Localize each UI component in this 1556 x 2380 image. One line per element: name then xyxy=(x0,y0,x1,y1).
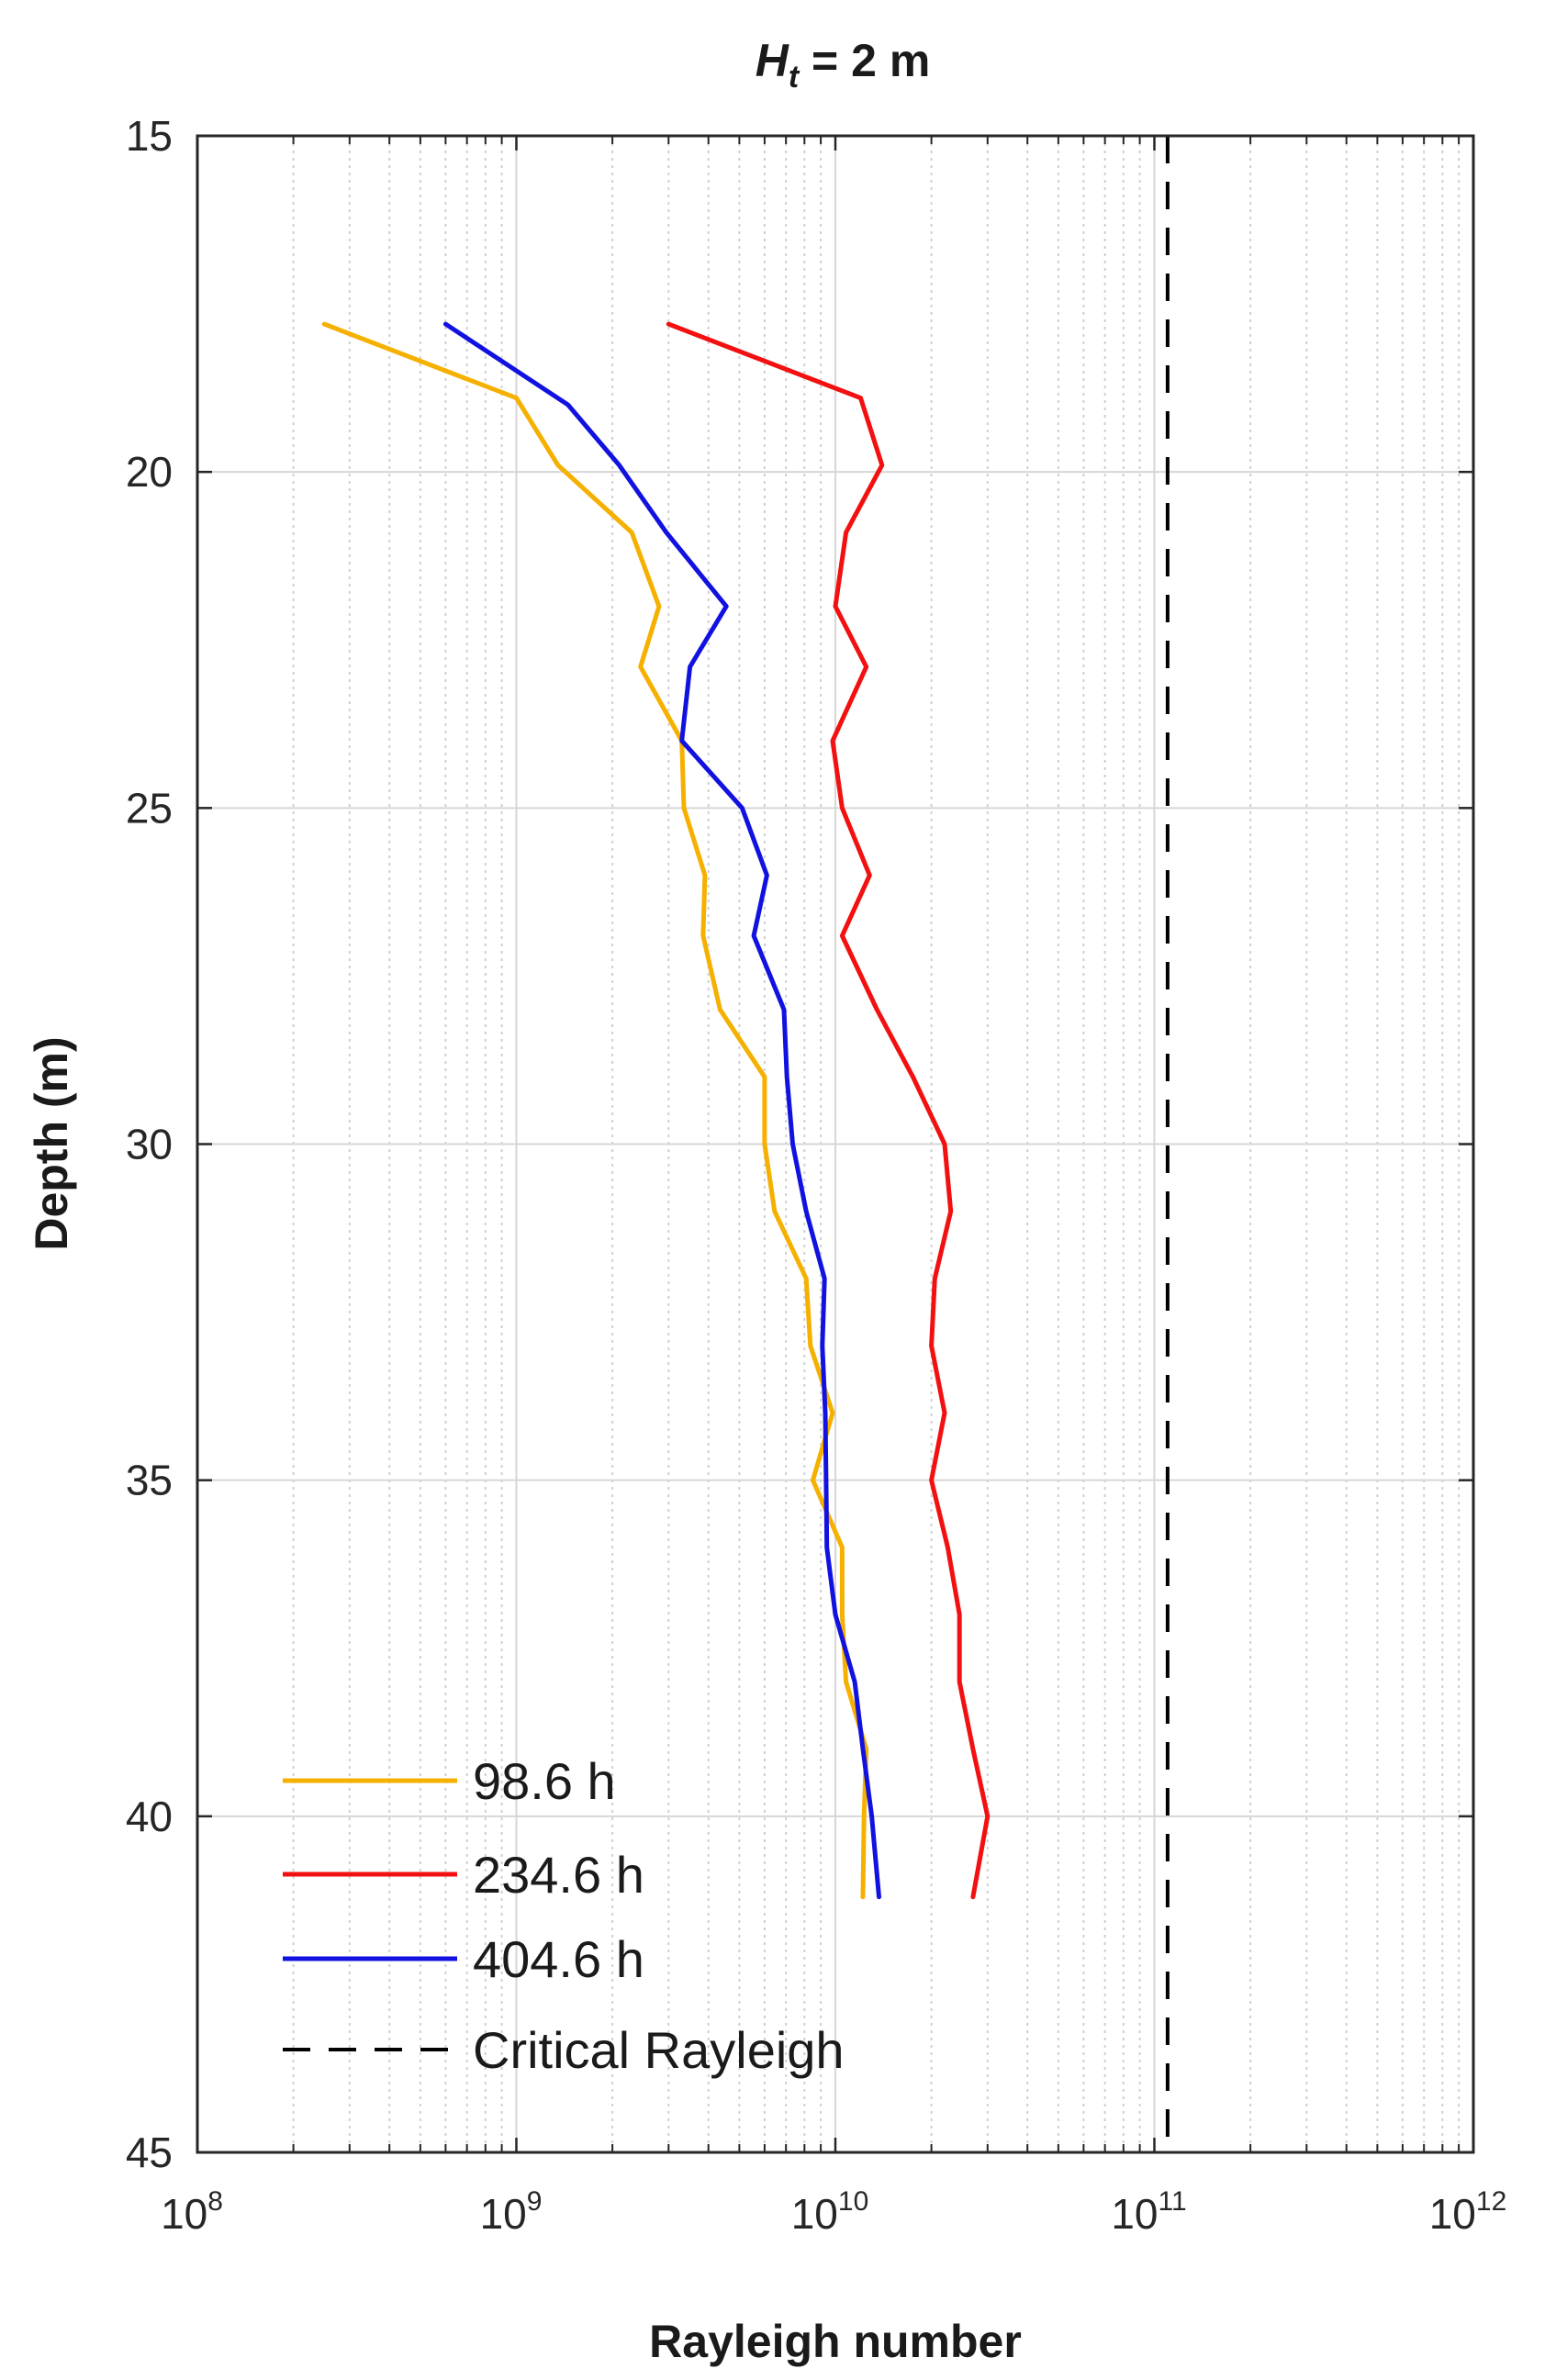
x-axis-label: Rayleigh number xyxy=(649,2316,1022,2367)
legend: 98.6 h 234.6 h 404.6 h Critical Rayleigh xyxy=(283,1752,845,2079)
grid-layer xyxy=(197,136,1473,2152)
y-tick-label: 15 xyxy=(126,112,173,160)
series-line-234-6-h xyxy=(666,321,991,1900)
legend-label: 234.6 h xyxy=(473,1846,644,1904)
series-layer xyxy=(321,136,1170,2152)
y-tick-label: 40 xyxy=(126,1793,173,1840)
legend-label: 98.6 h xyxy=(473,1752,616,1810)
legend-label: Critical Rayleigh xyxy=(473,2021,845,2079)
y-axis-label: Depth (m) xyxy=(26,1036,77,1250)
series-line-404-6-h xyxy=(442,321,881,1900)
series-line-98-6-h xyxy=(321,321,869,1900)
tick-layer: 108 109 1010 1011 1012 15 20 25 30 35 40 45 xyxy=(126,112,1506,2238)
chart-title-main: H xyxy=(756,35,789,86)
chart-title: Ht = 2 m xyxy=(756,35,931,95)
y-tick-label: 25 xyxy=(126,784,173,832)
legend-label: 404.6 h xyxy=(473,1930,644,1988)
y-tick-label: 45 xyxy=(126,2129,173,2176)
x-tick-label: 1012 xyxy=(1429,2186,1507,2238)
x-tick-label: 1010 xyxy=(791,2186,869,2238)
x-tick-label: 109 xyxy=(480,2186,543,2238)
y-tick-label: 20 xyxy=(126,448,173,496)
chart-title-sub: t xyxy=(789,60,800,95)
y-tick-label: 30 xyxy=(126,1121,173,1168)
y-tick-label: 35 xyxy=(126,1457,173,1504)
x-tick-label: 1011 xyxy=(1111,2186,1186,2238)
chart-title-rest: = 2 m xyxy=(799,35,930,86)
x-tick-label: 108 xyxy=(161,2186,223,2238)
